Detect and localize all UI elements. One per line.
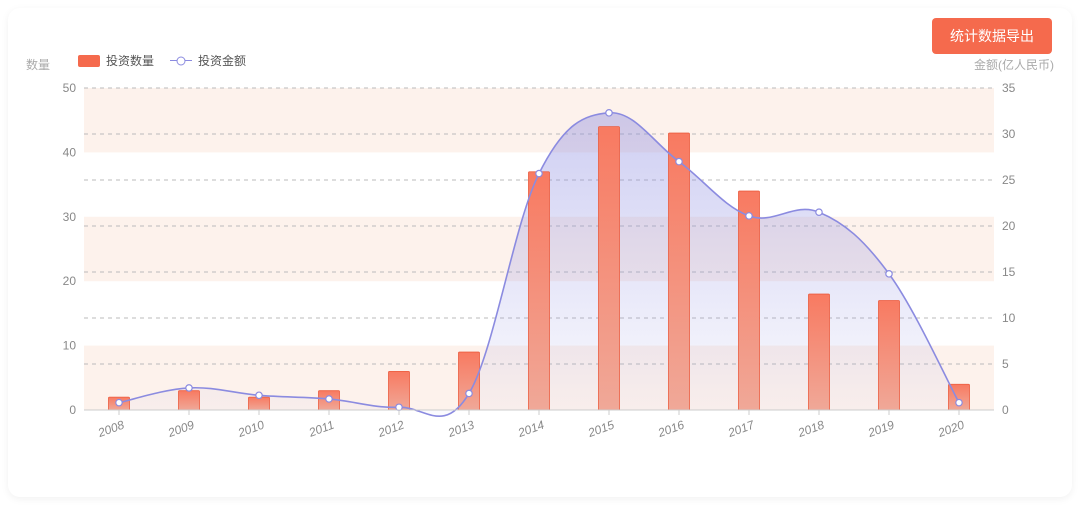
legend-bar-swatch <box>78 55 100 67</box>
bar[interactable] <box>179 391 200 410</box>
x-tick-label: 2017 <box>725 417 757 440</box>
bar[interactable] <box>739 191 760 410</box>
export-button[interactable]: 统计数据导出 <box>932 18 1052 54</box>
chart-card: 统计数据导出 数量 金额(亿人民币) 投资数量 投资金额 01020304050… <box>8 8 1072 497</box>
line-marker[interactable] <box>186 385 192 391</box>
y-left-tick-label: 20 <box>63 274 77 288</box>
line-marker[interactable] <box>606 110 612 116</box>
x-tick-label: 2012 <box>375 418 406 440</box>
plot-area: 0 10 20 30 40 50 0 5 10 15 20 25 30 35 2008 2009 2010 201… <box>56 80 1024 457</box>
y-right-tick-label: 25 <box>1002 173 1016 187</box>
legend-line-swatch <box>170 60 192 61</box>
y-right-tick-label: 10 <box>1002 311 1016 325</box>
y-right-tick-label: 20 <box>1002 219 1016 233</box>
bar[interactable] <box>879 301 900 410</box>
x-tick-label: 2020 <box>935 418 966 440</box>
line-marker[interactable] <box>816 209 822 215</box>
y-left-tick-label: 50 <box>63 81 77 95</box>
bar[interactable] <box>599 127 620 410</box>
y-right-tick-label: 0 <box>1002 403 1009 417</box>
line-marker[interactable] <box>886 271 892 277</box>
chart-svg: 0 10 20 30 40 50 0 5 10 15 20 25 30 35 2008 2009 2010 201… <box>56 80 1024 440</box>
bar[interactable] <box>529 172 550 410</box>
y-left-tick-label: 0 <box>69 403 76 417</box>
line-marker[interactable] <box>326 396 332 402</box>
x-tick-label: 2019 <box>865 418 896 440</box>
y-left-tick-label: 30 <box>63 210 77 224</box>
line-marker[interactable] <box>536 170 542 176</box>
line-marker[interactable] <box>396 404 402 410</box>
legend-line-label: 投资金额 <box>198 52 246 69</box>
x-tick-label: 2013 <box>445 418 476 440</box>
x-tick-label: 2008 <box>95 418 126 440</box>
y-axis-right-title: 金额(亿人民币) <box>974 56 1054 73</box>
line-marker[interactable] <box>466 390 472 396</box>
legend: 投资数量 投资金额 <box>78 52 246 69</box>
bar[interactable] <box>459 352 480 410</box>
y-right-tick-label: 35 <box>1002 81 1016 95</box>
x-tick-label: 2014 <box>515 418 546 440</box>
grid-band <box>84 88 994 152</box>
legend-item-bar[interactable]: 投资数量 <box>78 52 154 69</box>
y-left-tick-label: 40 <box>63 145 77 159</box>
legend-bar-label: 投资数量 <box>106 52 154 69</box>
legend-item-line[interactable]: 投资金额 <box>170 52 246 69</box>
x-tick-label: 2015 <box>585 418 616 440</box>
bar[interactable] <box>669 133 690 410</box>
y-left-tick-label: 10 <box>63 339 77 353</box>
y-axis-left-title: 数量 <box>26 56 50 73</box>
y-right-tick-label: 5 <box>1002 357 1009 371</box>
line-marker[interactable] <box>676 158 682 164</box>
y-right-tick-label: 15 <box>1002 265 1016 279</box>
bar[interactable] <box>809 294 830 410</box>
x-tick-label: 2018 <box>795 418 826 440</box>
line-marker[interactable] <box>256 392 262 398</box>
line-marker[interactable] <box>746 213 752 219</box>
x-tick-label: 2011 <box>306 418 336 440</box>
line-marker[interactable] <box>956 399 962 405</box>
line-marker[interactable] <box>116 399 122 405</box>
x-tick-label: 2009 <box>165 418 196 440</box>
y-right-tick-label: 30 <box>1002 127 1016 141</box>
x-tick-label: 2010 <box>235 418 266 440</box>
x-tick-label: 2016 <box>655 418 686 440</box>
